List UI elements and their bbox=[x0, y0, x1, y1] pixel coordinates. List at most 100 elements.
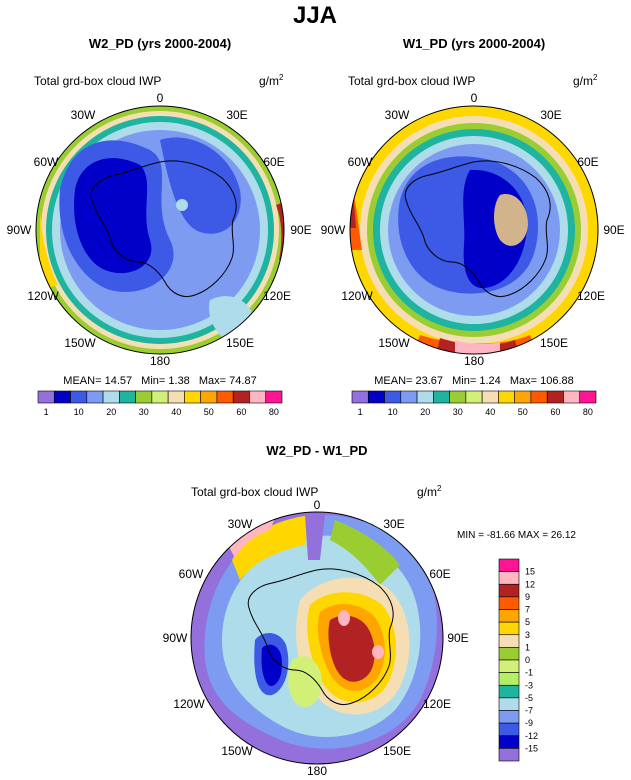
colorbar-swatch bbox=[351, 390, 369, 404]
colorbar-label: 1 bbox=[44, 407, 49, 417]
colorbar-swatch bbox=[530, 390, 548, 404]
lon-label: 150W bbox=[64, 336, 96, 350]
colorbar-swatch bbox=[498, 390, 515, 404]
lon-label: 150W bbox=[378, 336, 410, 350]
colorbar-swatch bbox=[498, 710, 520, 724]
map-field bbox=[191, 512, 443, 764]
colorbar-swatch bbox=[216, 390, 234, 404]
colorbar-swatch bbox=[184, 390, 201, 404]
lon-label: 30W bbox=[385, 108, 410, 122]
colorbar-label: 1 bbox=[358, 407, 363, 417]
lon-label: 90E bbox=[447, 631, 468, 645]
colorbar-label: -5 bbox=[525, 693, 533, 703]
lon-label: 120E bbox=[577, 289, 605, 303]
lon-label: 30E bbox=[226, 108, 247, 122]
antarctica-coastline bbox=[404, 160, 551, 297]
colorbar-label: 1 bbox=[525, 642, 530, 652]
lon-label: 30E bbox=[383, 517, 404, 531]
lon-label: 90W bbox=[163, 631, 188, 645]
colorbar-label: 80 bbox=[269, 407, 279, 417]
lon-label: 30E bbox=[540, 108, 561, 122]
lon-label: 60E bbox=[429, 567, 450, 581]
lon-label: 150W bbox=[221, 744, 253, 758]
lon-label: 120W bbox=[173, 697, 205, 711]
colorbar-label: 40 bbox=[485, 407, 495, 417]
lon-label: 90E bbox=[290, 223, 311, 237]
lon-label: 60W bbox=[179, 567, 204, 581]
colorbar-swatch bbox=[498, 748, 520, 762]
colorbar-swatch bbox=[433, 390, 450, 404]
colorbar-label: 5 bbox=[525, 617, 530, 627]
colorbar-swatch bbox=[249, 390, 267, 404]
colorbar-swatch bbox=[232, 390, 250, 404]
lon-label: 120W bbox=[341, 289, 373, 303]
colorbar: 1 10 20 30 40 50 60 80 bbox=[351, 390, 597, 417]
colorbar-vertical: 15 12 9 7 5 3 1 0 -1 -3 -5 -7 -9 -12 -15 bbox=[498, 558, 538, 762]
lon-label: 0 bbox=[157, 91, 164, 105]
colorbar-label: 9 bbox=[525, 592, 530, 602]
colorbar-swatch bbox=[367, 390, 385, 404]
lon-label: 150E bbox=[540, 336, 568, 350]
lon-label: 30W bbox=[71, 108, 96, 122]
antarctica-coastline bbox=[90, 160, 237, 297]
colorbar-label: 50 bbox=[204, 407, 214, 417]
colorbar-swatch bbox=[498, 609, 520, 623]
panel-title: W1_PD (yrs 2000-2004) bbox=[403, 36, 545, 51]
colorbar-swatch bbox=[498, 647, 520, 661]
colorbar-swatch bbox=[498, 722, 520, 737]
colorbar-label: 0 bbox=[525, 655, 530, 665]
colorbar-swatch bbox=[265, 390, 283, 404]
lon-label: 0 bbox=[314, 498, 321, 512]
lon-label: 60E bbox=[263, 155, 284, 169]
units-label: g/m2 bbox=[259, 73, 284, 88]
colorbar-swatch bbox=[498, 621, 520, 636]
colorbar-swatch bbox=[498, 735, 520, 749]
colorbar-label: 40 bbox=[171, 407, 181, 417]
colorbar-swatch bbox=[167, 390, 185, 404]
colorbar-label: -3 bbox=[525, 680, 533, 690]
colorbar-swatch bbox=[384, 390, 402, 404]
colorbar-label: 30 bbox=[139, 407, 149, 417]
colorbar-swatch bbox=[400, 390, 418, 404]
lon-labels: 0 30E 60E 90E 120E 150E 180 150W 120W 90… bbox=[163, 498, 469, 778]
colorbar-swatch bbox=[579, 390, 597, 404]
colorbar-label: 12 bbox=[525, 579, 535, 589]
colorbar-swatch bbox=[546, 390, 564, 404]
lon-labels: 0 30E 60E 90E 120E 150E 180 150W 120W 90… bbox=[321, 91, 625, 368]
panel-w1: W1_PD (yrs 2000-2004) Total grd-box clou… bbox=[321, 36, 625, 417]
colorbar-label: 7 bbox=[525, 605, 530, 615]
colorbar-swatch bbox=[514, 390, 532, 404]
minmax-label: MIN = -81.66 MAX = 26.12 bbox=[457, 530, 576, 541]
lon-label: 150E bbox=[226, 336, 254, 350]
variable-label: Total grd-box cloud IWP bbox=[34, 74, 161, 88]
colorbar-swatch bbox=[200, 390, 218, 404]
lon-label: 0 bbox=[471, 91, 478, 105]
colorbar-swatch bbox=[102, 390, 120, 404]
panel-diff: W2_PD - W1_PD Total grd-box cloud IWP g/… bbox=[163, 443, 577, 778]
panel-title: W2_PD (yrs 2000-2004) bbox=[89, 36, 231, 51]
colorbar-label: -1 bbox=[525, 668, 533, 678]
colorbar-swatch bbox=[151, 390, 169, 404]
lon-label: 90W bbox=[7, 223, 32, 237]
colorbar-swatch bbox=[86, 390, 104, 404]
colorbar-label: -7 bbox=[525, 706, 533, 716]
units-label: g/m2 bbox=[417, 484, 442, 499]
colorbar-swatch bbox=[498, 596, 520, 610]
colorbar-label: 50 bbox=[518, 407, 528, 417]
lon-label: 150E bbox=[383, 744, 411, 758]
colorbar-label: -9 bbox=[525, 718, 533, 728]
lon-label: 60W bbox=[348, 155, 373, 169]
colorbar-swatch bbox=[498, 659, 520, 673]
lon-label: 120E bbox=[263, 289, 291, 303]
colorbar-swatch bbox=[135, 390, 153, 404]
lon-label: 120W bbox=[27, 289, 59, 303]
colorbar-swatch bbox=[498, 571, 520, 585]
colorbar-swatch bbox=[498, 558, 520, 572]
colorbar-swatch bbox=[563, 390, 581, 404]
lon-label: 90W bbox=[321, 223, 346, 237]
colorbar-swatch bbox=[37, 390, 55, 404]
colorbar-swatch bbox=[481, 390, 499, 404]
colorbar-label: 30 bbox=[453, 407, 463, 417]
colorbar-label: 10 bbox=[388, 407, 398, 417]
colorbar-label: 20 bbox=[106, 407, 116, 417]
